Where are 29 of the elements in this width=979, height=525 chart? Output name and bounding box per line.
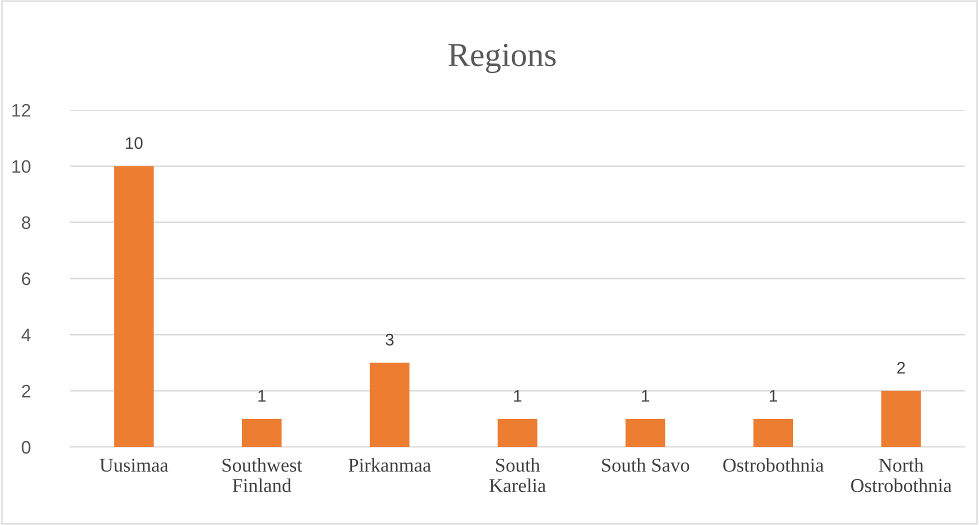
y-tick-label: 8 [22, 216, 30, 230]
data-label: 1 [642, 390, 650, 402]
x-tick-label: South Savo [602, 458, 690, 472]
x-tick-label: North Ostrobothnia [851, 458, 952, 492]
data-label: 2 [897, 362, 905, 374]
bar [242, 418, 282, 447]
x-tick-label: South Karelia [489, 458, 546, 492]
bar [370, 362, 410, 447]
data-label: 1 [770, 390, 778, 402]
bar [753, 418, 794, 447]
bar [626, 418, 666, 447]
data-label: 10 [126, 137, 143, 149]
x-tick-label: Pirkanmaa [348, 458, 431, 472]
x-tick-label: Ostrobothnia [723, 458, 824, 472]
x-tick-label: Uusimaa [100, 458, 168, 472]
y-tick-label: 4 [21, 328, 31, 342]
y-tick-label: 6 [22, 272, 30, 286]
y-tick-label: 12 [12, 104, 30, 117]
data-label: 1 [514, 390, 522, 402]
bar [498, 418, 538, 447]
bar [881, 390, 921, 447]
y-tick-label: 10 [12, 160, 30, 173]
data-label: 1 [258, 390, 266, 402]
data-label: 3 [386, 334, 394, 346]
bar [114, 166, 154, 447]
chart-title: Regions [448, 44, 556, 74]
y-tick-label: 0 [22, 440, 30, 454]
x-tick-label: Southwest Finland [222, 458, 302, 492]
y-tick-label: 2 [22, 384, 30, 398]
